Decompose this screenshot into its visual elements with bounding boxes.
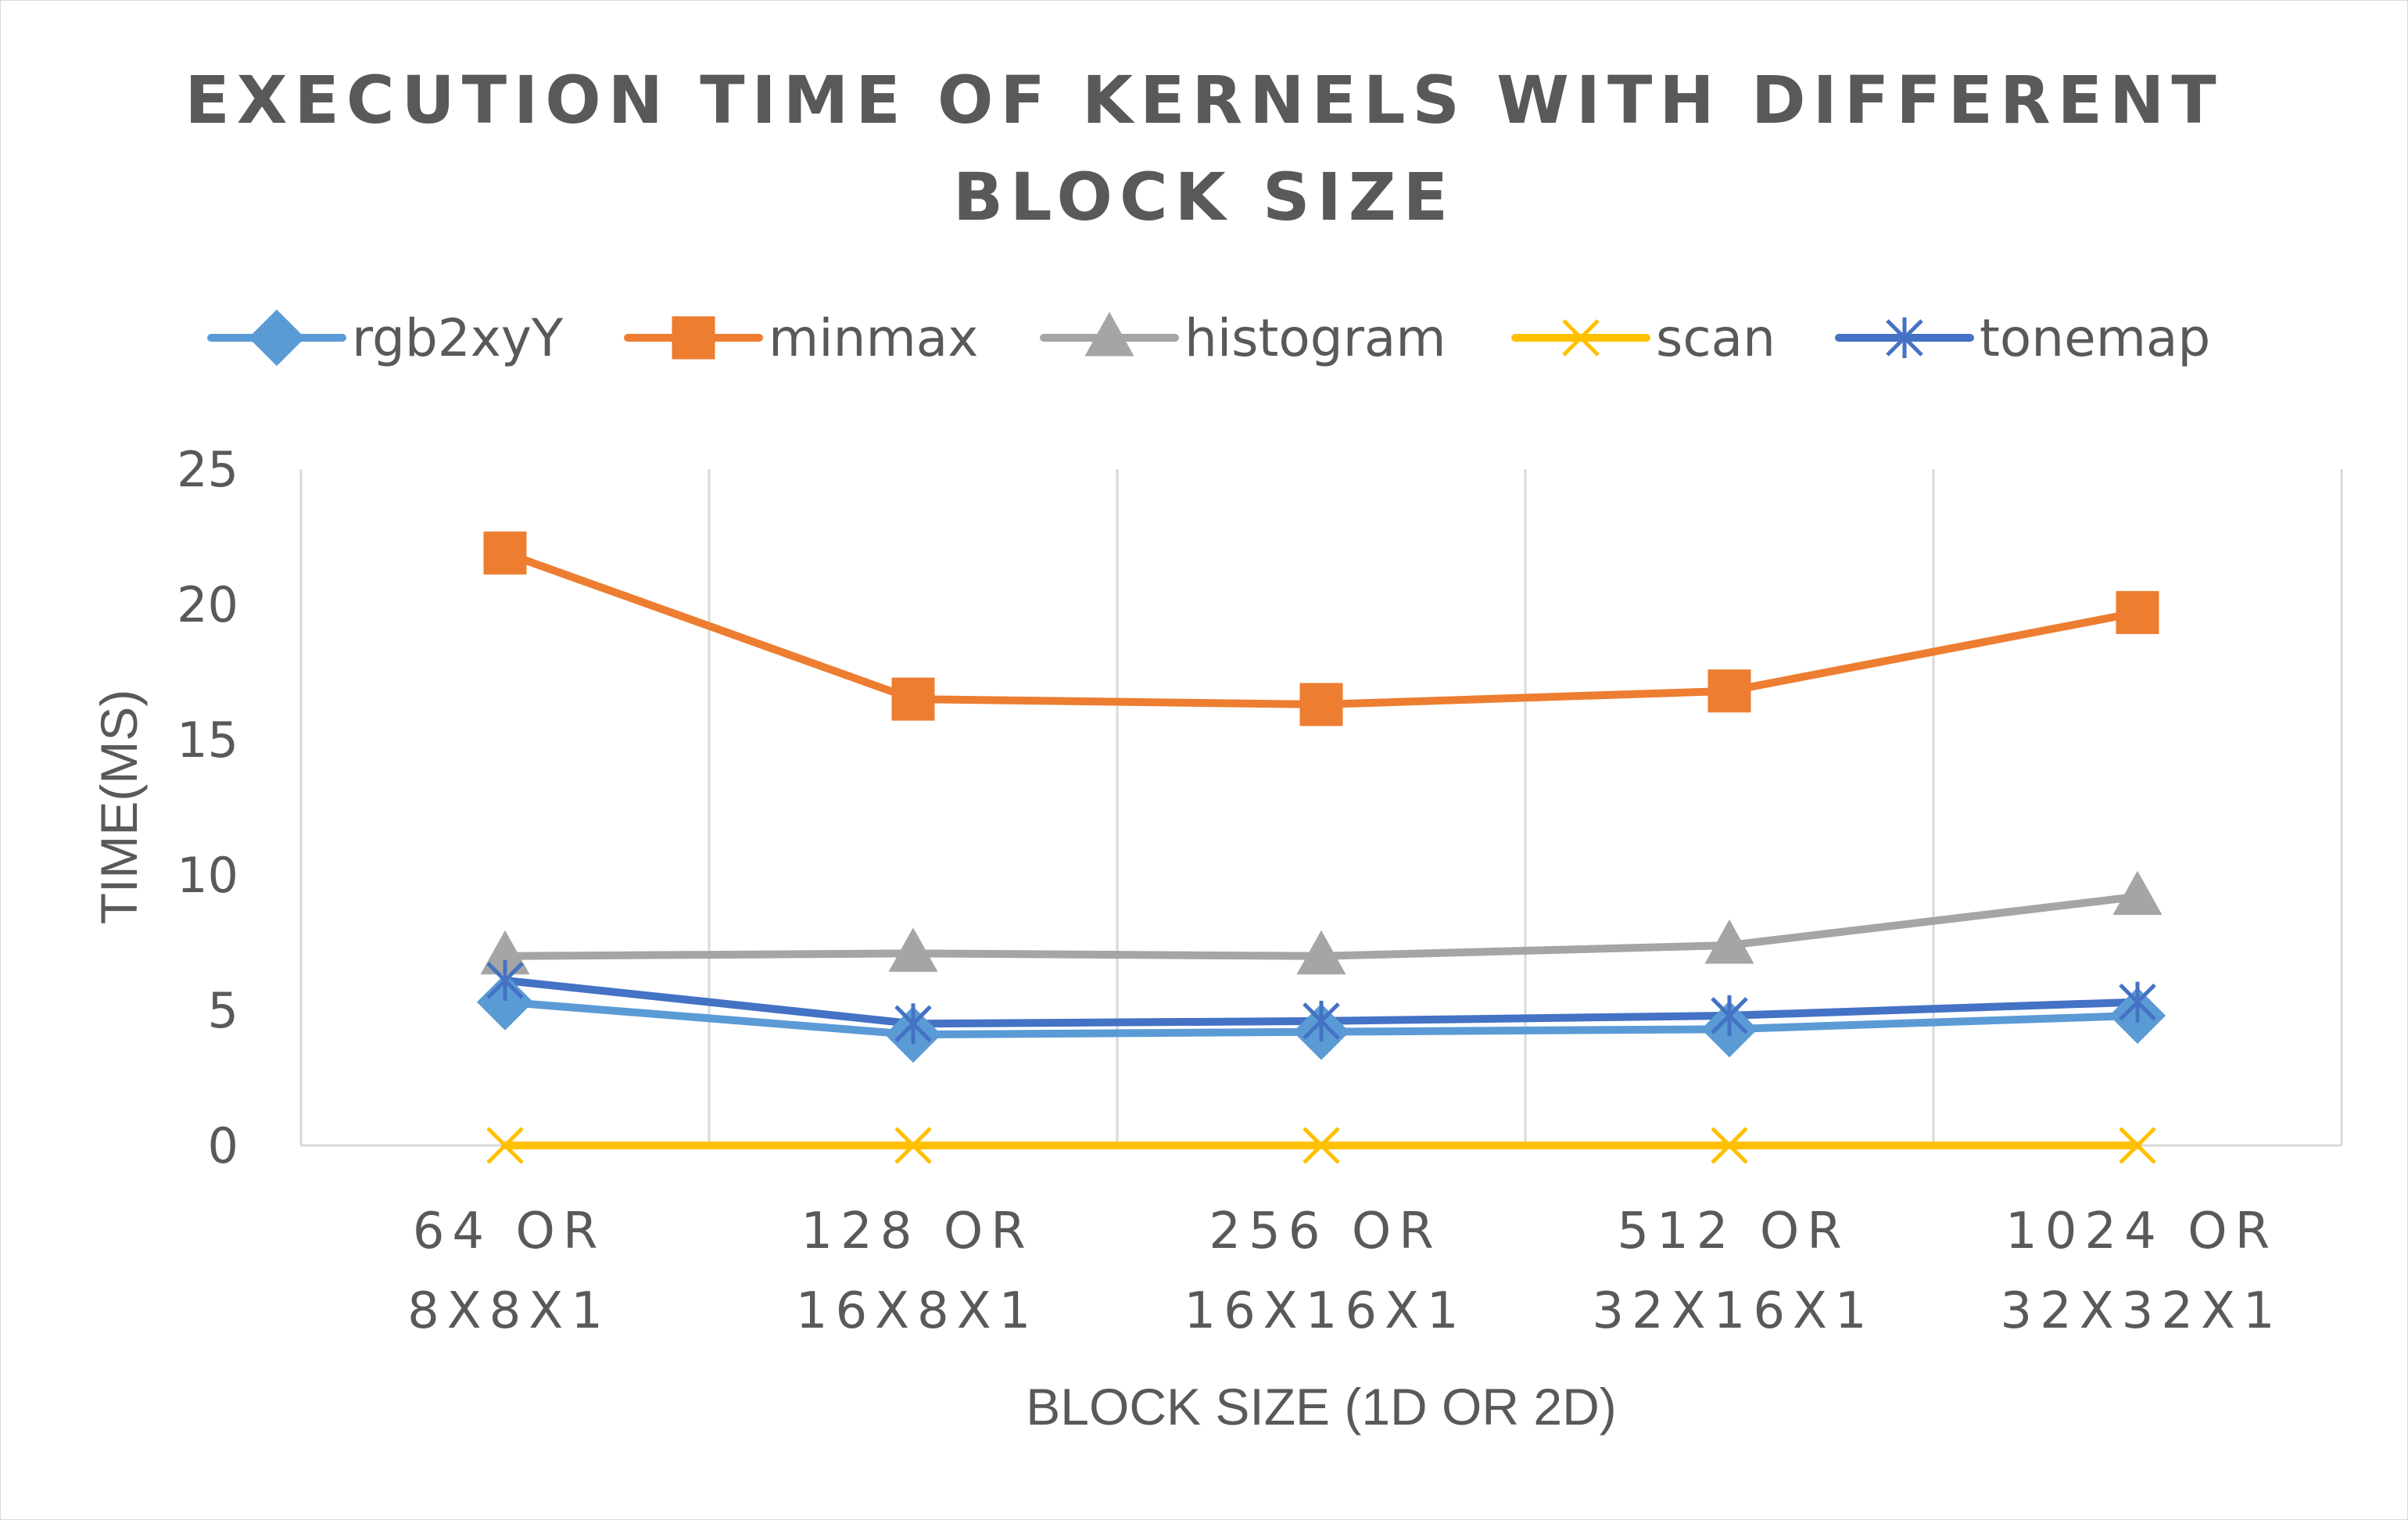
x-tick-label: 512 OR 32X16X1	[1592, 1203, 1874, 1340]
x-tick-label-line: 32X16X1	[1592, 1282, 1874, 1340]
data-point-histogram	[1704, 919, 1754, 964]
legend-item-minmax: minmax	[624, 308, 978, 368]
data-point-minmax	[1299, 683, 1343, 726]
data-point-tonemap	[894, 1003, 932, 1045]
x-tick-label-line: 1024 OR	[2005, 1203, 2277, 1260]
data-point-tonemap	[2119, 981, 2156, 1023]
x-tick-label: 1024 OR 32X32X1	[2000, 1203, 2282, 1340]
legend-item-scan: scan	[1511, 308, 1776, 368]
legend-marker	[248, 309, 306, 367]
x-axis-label: BLOCK SIZE (1D OR 2D)	[1026, 1378, 1617, 1436]
legend-marker	[1562, 319, 1600, 357]
y-tick-label: 20	[177, 576, 238, 633]
legend-label: histogram	[1184, 308, 1446, 368]
data-point-minmax	[891, 677, 935, 721]
data-point-minmax	[2116, 590, 2159, 634]
data-point-minmax	[483, 531, 527, 575]
x-tick-label: 256 OR 16X16X1	[1184, 1203, 1466, 1340]
x-tick-label-line: 512 OR	[1617, 1203, 1849, 1260]
x-tick-label-line: 32X32X1	[2000, 1282, 2282, 1340]
data-point-tonemap	[486, 959, 524, 1001]
series-markers	[476, 531, 2166, 1164]
y-axis-ticks: 0 5 10 15 20 25	[177, 441, 238, 1174]
legend-marker	[672, 316, 715, 360]
y-tick-label: 10	[177, 847, 238, 904]
y-tick-label: 5	[208, 982, 238, 1039]
legend-marker	[1886, 317, 1923, 358]
legend-item-tonemap: tonemap	[1835, 308, 2210, 368]
data-point-scan	[1711, 1127, 1748, 1164]
legend-label: tonemap	[1980, 308, 2210, 368]
legend: rgb2xyY minmax histogram scan tonemap	[207, 308, 2210, 368]
data-point-scan	[1303, 1127, 1340, 1164]
data-point-histogram	[888, 927, 938, 972]
legend-marker	[1084, 311, 1134, 357]
y-tick-label: 25	[177, 441, 238, 498]
data-point-histogram	[1296, 930, 1346, 975]
legend-item-rgb2xyy: rgb2xyY	[207, 308, 564, 368]
legend-label: rgb2xyY	[352, 308, 564, 368]
data-point-scan	[2119, 1127, 2156, 1164]
data-point-tonemap	[1711, 995, 1748, 1036]
data-point-minmax	[1707, 669, 1751, 713]
x-tick-label-line: 8X8X1	[407, 1282, 611, 1340]
chart-title-line-1: EXECUTION TIME OF KERNELS WITH DIFFERENT	[185, 62, 2223, 138]
data-point-scan	[486, 1127, 524, 1164]
x-tick-label-line: 128 OR	[801, 1203, 1033, 1260]
data-point-histogram	[2112, 870, 2163, 916]
x-tick-label: 64 OR 8X8X1	[407, 1203, 611, 1340]
legend-label: scan	[1656, 308, 1776, 368]
x-tick-label-line: 16X8X1	[796, 1282, 1039, 1340]
x-tick-label: 128 OR 16X8X1	[796, 1203, 1039, 1340]
data-point-rgb2xyy	[476, 973, 534, 1031]
series-line-minmax	[501, 549, 2141, 709]
x-tick-label-line: 16X16X1	[1184, 1282, 1466, 1340]
data-point-scan	[894, 1127, 932, 1164]
y-axis-label: TIME(MS)	[90, 690, 148, 925]
x-axis-ticks: 64 OR 8X8X1 128 OR 16X8X1 256 OR 16X16X1 512 O…	[407, 1203, 2282, 1340]
x-tick-label-line: 64 OR	[413, 1203, 606, 1260]
data-point-tonemap	[1303, 1000, 1340, 1041]
legend-item-histogram: histogram	[1040, 308, 1446, 368]
y-tick-label: 15	[177, 712, 238, 769]
legend-label: minmax	[769, 308, 978, 368]
y-tick-label: 0	[208, 1117, 238, 1174]
x-tick-label-line: 256 OR	[1209, 1203, 1441, 1260]
chart-title-line-2: BLOCK SIZE	[953, 159, 1455, 235]
chart-title: EXECUTION TIME OF KERNELS WITH DIFFERENT…	[0, 52, 2408, 246]
